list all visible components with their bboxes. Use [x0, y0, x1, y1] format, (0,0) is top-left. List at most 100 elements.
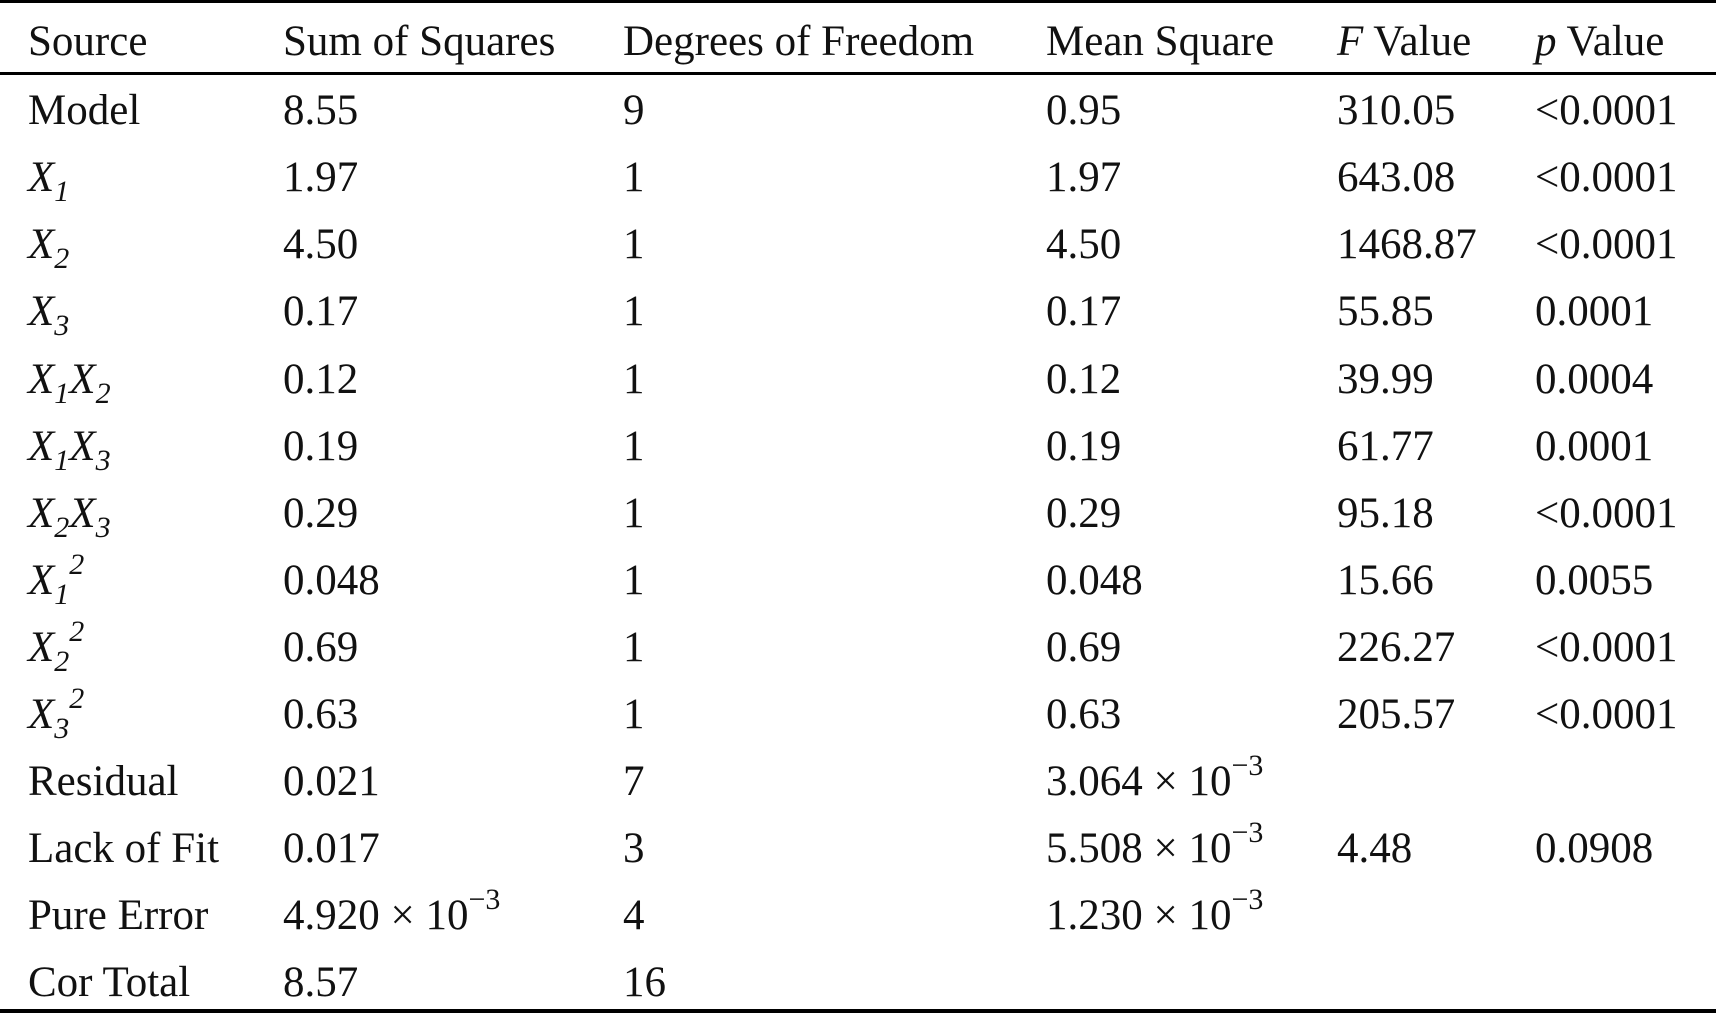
- f-cell: 95.18: [1337, 490, 1434, 537]
- p-cell: 0.0001: [1535, 423, 1654, 470]
- df-cell: 1: [623, 557, 645, 604]
- f-symbol: F: [1337, 18, 1364, 65]
- ss-cell: 0.021: [283, 758, 380, 805]
- source-subscript-2: 3: [95, 511, 111, 544]
- ms-exponent: −3: [1231, 749, 1264, 782]
- ms-cell: 0.63: [1046, 691, 1122, 738]
- source-subscript: 2: [54, 645, 70, 678]
- source-subscript: 1: [54, 175, 70, 208]
- f-cell: 4.48: [1337, 825, 1413, 872]
- ms-cell: 0.95: [1046, 87, 1122, 134]
- df-cell: 7: [623, 758, 645, 805]
- source-subscript-2: 3: [95, 444, 111, 477]
- p-suffix: Value: [1556, 18, 1665, 65]
- bottom-rule: [0, 1009, 1716, 1013]
- ms-mantissa: 1.230 × 10: [1046, 892, 1232, 939]
- table-row: X1X2 0.12 1 0.12 39.99 0.0004: [0, 346, 1716, 413]
- ms-cell: 0.29: [1046, 490, 1122, 537]
- p-cell: <0.0001: [1535, 490, 1678, 537]
- source-superscript: 2: [69, 682, 85, 715]
- p-cell: <0.0001: [1535, 87, 1678, 134]
- f-cell: 39.99: [1337, 356, 1434, 403]
- df-cell: 16: [623, 959, 666, 1006]
- source-variable: X: [28, 624, 55, 671]
- source-variable-2: X: [69, 423, 96, 470]
- table-row: X1X3 0.19 1 0.19 61.77 0.0001: [0, 413, 1716, 480]
- source-cell: X2: [28, 211, 69, 278]
- source-variable: X: [28, 356, 55, 403]
- source-cell: X32: [28, 681, 84, 748]
- source-subscript: 2: [54, 242, 70, 275]
- table-row: X2 4.50 1 4.50 1468.87 <0.0001: [0, 211, 1716, 278]
- table-row: X2X3 0.29 1 0.29 95.18 <0.0001: [0, 480, 1716, 547]
- source-subscript: 3: [54, 712, 70, 745]
- source-variable-2: X: [69, 356, 96, 403]
- p-cell: <0.0001: [1535, 624, 1678, 671]
- source-variable: X: [28, 691, 55, 738]
- ss-cell: 8.55: [283, 87, 359, 134]
- table-row: X22 0.69 1 0.69 226.27 <0.0001: [0, 614, 1716, 681]
- table-row: X3 0.17 1 0.17 55.85 0.0001: [0, 278, 1716, 345]
- f-cell: 15.66: [1337, 557, 1434, 604]
- source-subscript-2: 2: [95, 377, 111, 410]
- p-cell: 0.0004: [1535, 356, 1654, 403]
- f-cell: 61.77: [1337, 423, 1434, 470]
- source-cell: Cor Total: [28, 959, 191, 1006]
- ss-cell: 0.69: [283, 624, 359, 671]
- table-row: Cor Total 8.57 16: [0, 949, 1716, 1016]
- source-subscript: 1: [54, 377, 70, 410]
- ss-cell: 0.12: [283, 356, 359, 403]
- ms-exponent: −3: [1231, 883, 1264, 916]
- header-sum-of-squares: Sum of Squares: [283, 18, 556, 65]
- table-row: X1 1.97 1 1.97 643.08 <0.0001: [0, 144, 1716, 211]
- f-cell: 55.85: [1337, 288, 1434, 335]
- top-rule: [0, 0, 1716, 3]
- df-cell: 1: [623, 288, 645, 335]
- source-subscript: 1: [54, 578, 70, 611]
- ms-cell: 1.230 × 10−3: [1046, 882, 1263, 949]
- source-cell: X2X3: [28, 480, 111, 547]
- f-cell: 205.57: [1337, 691, 1456, 738]
- header-f-value: F Value: [1337, 8, 1471, 75]
- ms-mantissa: 3.064 × 10: [1046, 758, 1232, 805]
- ss-mantissa: 4.920 × 10: [283, 892, 469, 939]
- ss-cell: 4.920 × 10−3: [283, 882, 500, 949]
- ss-cell: 0.017: [283, 825, 380, 872]
- df-cell: 1: [623, 423, 645, 470]
- source-cell: Model: [28, 87, 141, 134]
- source-superscript: 2: [69, 615, 85, 648]
- ms-cell: 3.064 × 10−3: [1046, 748, 1263, 815]
- ms-exponent: −3: [1231, 816, 1264, 849]
- p-symbol: p: [1535, 18, 1557, 65]
- p-cell: <0.0001: [1535, 691, 1678, 738]
- ss-cell: 0.048: [283, 557, 380, 604]
- table-row: X32 0.63 1 0.63 205.57 <0.0001: [0, 681, 1716, 748]
- p-cell: <0.0001: [1535, 154, 1678, 201]
- df-cell: 1: [623, 624, 645, 671]
- ss-cell: 0.63: [283, 691, 359, 738]
- p-cell: 0.0055: [1535, 557, 1654, 604]
- ss-cell: 0.29: [283, 490, 359, 537]
- source-cell: X12: [28, 547, 84, 614]
- header-p-value: p Value: [1535, 8, 1664, 75]
- source-variable: X: [28, 221, 55, 268]
- f-cell: 310.05: [1337, 87, 1456, 134]
- header-mean-square: Mean Square: [1046, 18, 1275, 65]
- df-cell: 1: [623, 490, 645, 537]
- f-cell: 1468.87: [1337, 221, 1477, 268]
- p-cell: <0.0001: [1535, 221, 1678, 268]
- ms-cell: 0.048: [1046, 557, 1143, 604]
- source-variable: X: [28, 557, 55, 604]
- source-cell: X3: [28, 278, 69, 345]
- f-cell: 226.27: [1337, 624, 1456, 671]
- source-variable: X: [28, 490, 55, 537]
- ms-cell: 4.50: [1046, 221, 1122, 268]
- source-variable: X: [28, 154, 55, 201]
- p-cell: 0.0001: [1535, 288, 1654, 335]
- header-rule: [0, 72, 1716, 75]
- table-row: Residual 0.021 7 3.064 × 10−3: [0, 748, 1716, 815]
- header-row: Source Sum of Squares Degrees of Freedom…: [0, 8, 1716, 75]
- source-variable: X: [28, 423, 55, 470]
- df-cell: 4: [623, 892, 645, 939]
- df-cell: 9: [623, 87, 645, 134]
